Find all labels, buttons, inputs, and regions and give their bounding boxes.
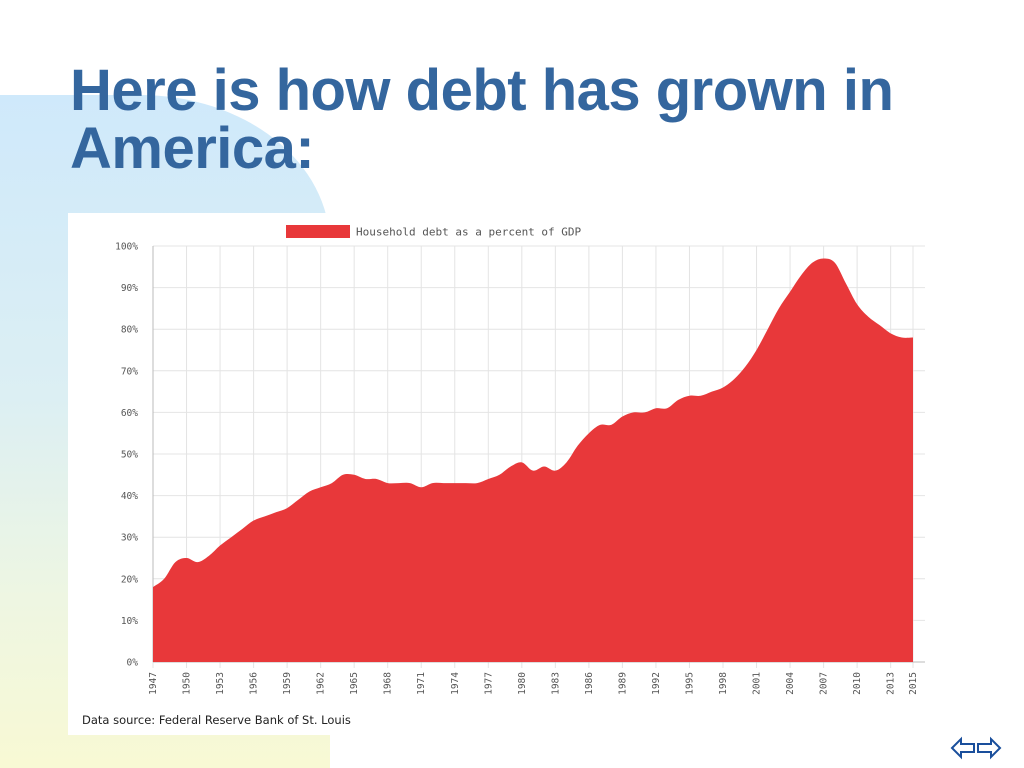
x-tick-label: 1947: [148, 672, 159, 695]
x-tick-label: 2007: [819, 672, 830, 695]
x-tick-label: 1965: [349, 672, 360, 695]
x-tick-label: 2015: [908, 672, 919, 695]
slide-title: Here is how debt has grown in America:: [70, 58, 894, 181]
y-tick-label: 40%: [121, 491, 138, 502]
x-tick-label: 2013: [886, 672, 897, 695]
legend-swatch: [286, 225, 350, 238]
x-tick-label: 1953: [215, 672, 226, 695]
chart-panel: 0% 10% 20% 30% 40% 50% 60% 70% 80% 90% 100% 1947 195…: [68, 213, 941, 735]
x-tick-label: 1968: [383, 672, 394, 695]
y-tick-label: 50%: [121, 450, 138, 461]
x-tick-label: 1956: [249, 672, 260, 695]
prev-next-arrows-icon[interactable]: [950, 733, 1002, 763]
x-tick-label: 2010: [852, 672, 863, 695]
chart-source-note: Data source: Federal Reserve Bank of St.…: [82, 713, 351, 727]
y-tick-label: 70%: [121, 366, 138, 377]
x-tick-label: 1995: [684, 672, 695, 695]
x-tick-label: 1959: [282, 672, 293, 695]
x-tick-label: 2004: [785, 672, 796, 695]
y-tick-label: 0%: [127, 658, 139, 669]
x-tick-label: 1998: [718, 672, 729, 695]
y-tick-label: 20%: [121, 574, 138, 585]
debt-area-series: [153, 258, 913, 662]
x-tick-label: 1962: [316, 672, 327, 695]
y-tick-label: 60%: [121, 408, 138, 419]
x-tick-label: 1980: [517, 672, 528, 695]
y-tick-label: 10%: [121, 616, 138, 627]
y-tick-label: 30%: [121, 533, 138, 544]
x-tick-label: 1950: [182, 672, 193, 695]
x-tick-label: 1983: [550, 672, 561, 695]
legend-label: Household debt as a percent of GDP: [356, 226, 582, 239]
x-tick-label: 1989: [617, 672, 628, 695]
x-tick-label: 1992: [651, 672, 662, 695]
x-tick-label: 1986: [584, 672, 595, 695]
x-tick-label: 1977: [483, 672, 494, 695]
y-tick-label: 90%: [121, 283, 138, 294]
y-tick-label: 80%: [121, 325, 138, 336]
x-tick-label: 1974: [450, 672, 461, 695]
x-tick-label: 2001: [752, 672, 763, 695]
x-tick-label: 1971: [416, 672, 427, 695]
y-tick-label: 100%: [115, 242, 138, 253]
household-debt-chart: 0% 10% 20% 30% 40% 50% 60% 70% 80% 90% 100% 1947 195…: [115, 225, 925, 695]
